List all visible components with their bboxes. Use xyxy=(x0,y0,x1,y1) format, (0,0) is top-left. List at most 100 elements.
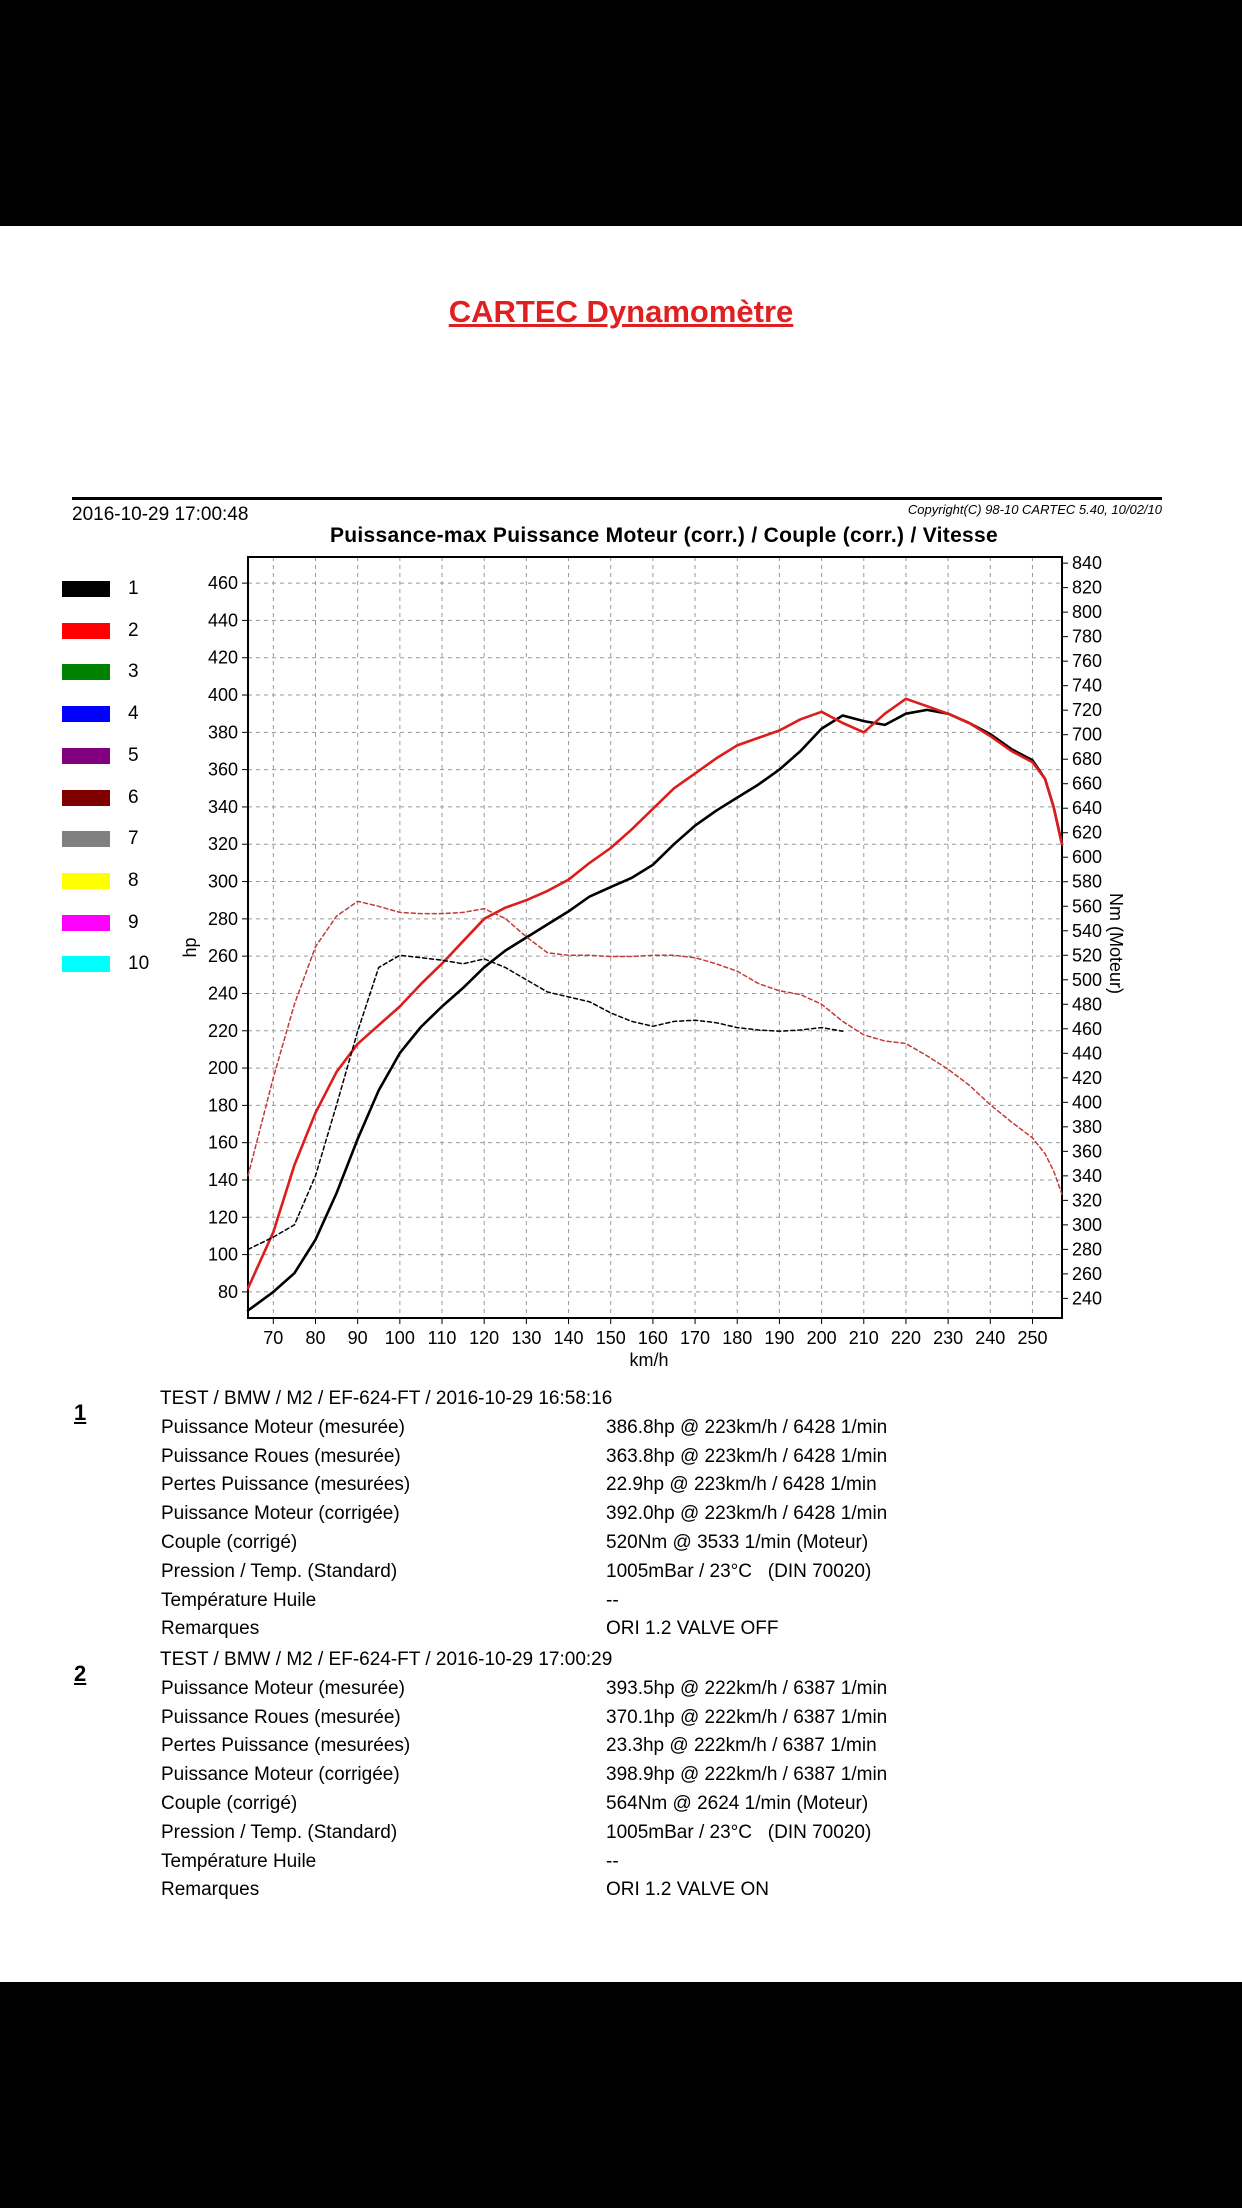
x-tick-label: 160 xyxy=(638,1328,668,1348)
x-tick-label: 150 xyxy=(596,1328,626,1348)
y2-tick-label: 440 xyxy=(1072,1043,1102,1063)
y2-tick-label: 580 xyxy=(1072,872,1102,892)
legend-label: 7 xyxy=(128,828,139,850)
run-number: 1 xyxy=(74,1400,87,1425)
legend-item: 5 xyxy=(62,744,182,766)
run-row-value: 1005mBar / 23°C (DIN 70020) xyxy=(606,1560,872,1582)
run-row-label: Puissance Roues (mesurée) xyxy=(161,1706,401,1728)
run-row-value: 363.8hp @ 223km/h / 6428 1/min xyxy=(606,1445,888,1467)
y2-tick-label: 540 xyxy=(1072,921,1102,941)
legend-item: 7 xyxy=(62,828,182,850)
run-row-value: -- xyxy=(606,1589,619,1611)
x-tick-label: 230 xyxy=(933,1328,963,1348)
run-row-value: ORI 1.2 VALVE OFF xyxy=(606,1618,779,1640)
report-timestamp: 2016-10-29 17:00:48 xyxy=(72,504,249,525)
x-tick-label: 130 xyxy=(511,1328,541,1348)
report-title: CARTEC Dynamomètre xyxy=(448,294,794,329)
y2-tick-label: 480 xyxy=(1072,994,1102,1014)
x-tick-label: 240 xyxy=(975,1328,1005,1348)
x-tick-label: 220 xyxy=(891,1328,921,1348)
run-row-label: Puissance Moteur (mesurée) xyxy=(161,1677,405,1699)
legend-label: 3 xyxy=(128,661,139,683)
legend-swatch xyxy=(62,706,110,723)
x-tick-label: 110 xyxy=(428,1328,457,1348)
legend-swatch xyxy=(62,956,110,973)
y2-tick-label: 700 xyxy=(1072,725,1102,745)
legend-item: 3 xyxy=(62,661,182,683)
run-row-label: Remarques xyxy=(161,1879,260,1901)
y2-tick-label: 400 xyxy=(1072,1092,1102,1112)
y-axis-label: hp xyxy=(180,937,200,957)
legend-label: 10 xyxy=(128,953,150,975)
y2-tick-label: 520 xyxy=(1072,945,1102,965)
legend-swatch xyxy=(62,664,110,681)
y-tick-label: 280 xyxy=(208,909,238,929)
legend-label: 8 xyxy=(128,869,139,891)
legend-swatch xyxy=(62,831,110,848)
legend-item: 8 xyxy=(62,869,182,891)
y-tick-label: 240 xyxy=(208,983,238,1003)
legend-item: 6 xyxy=(62,787,182,808)
y-tick-label: 380 xyxy=(208,722,238,742)
y-tick-label: 460 xyxy=(208,573,238,593)
y2-tick-label: 760 xyxy=(1072,651,1102,671)
y-tick-label: 340 xyxy=(208,797,238,817)
legend-swatch xyxy=(62,747,110,764)
run-row-value: 392.0hp @ 223km/h / 6428 1/min xyxy=(606,1503,888,1525)
y-tick-label: 260 xyxy=(208,946,238,966)
run-row-label: Pression / Temp. (Standard) xyxy=(161,1821,398,1843)
y-tick-label: 160 xyxy=(208,1133,238,1153)
run-row-value: 370.1hp @ 222km/h / 6387 1/min xyxy=(606,1706,888,1728)
chart-title: Puissance-max Puissance Moteur (corr.) /… xyxy=(329,524,998,547)
run-number: 2 xyxy=(74,1661,87,1686)
y2-tick-label: 800 xyxy=(1072,602,1102,622)
y-tick-label: 180 xyxy=(208,1095,238,1115)
y2-axis-label: Nm (Moteur) xyxy=(1106,893,1126,994)
y-tick-label: 300 xyxy=(208,872,238,892)
y-tick-label: 140 xyxy=(208,1170,238,1190)
run-row-value: 398.9hp @ 222km/h / 6387 1/min xyxy=(606,1764,888,1786)
legend-label: 4 xyxy=(128,703,139,725)
x-tick-label: 180 xyxy=(722,1328,752,1348)
legend-swatch xyxy=(62,789,110,806)
run-row-value: 1005mBar / 23°C (DIN 70020) xyxy=(606,1821,872,1843)
run-row-label: Puissance Roues (mesurée) xyxy=(161,1445,401,1467)
legend-label: 5 xyxy=(128,744,139,766)
y-tick-label: 360 xyxy=(208,760,238,780)
y-tick-label: 220 xyxy=(208,1021,238,1041)
y-tick-label: 440 xyxy=(208,610,238,630)
run-row-label: Couple (corrigé) xyxy=(161,1532,298,1553)
y2-tick-label: 380 xyxy=(1072,1117,1102,1137)
run-row-label: Température Huile xyxy=(161,1589,317,1611)
run-row-label: Puissance Moteur (corrigée) xyxy=(161,1503,400,1525)
y-tick-label: 200 xyxy=(208,1058,238,1078)
run-row-value: 386.8hp @ 223km/h / 6428 1/min xyxy=(606,1416,888,1438)
dyno-chart: 70 80 90 100 110 120 130 140 150 160 170 180 190 200 2… xyxy=(180,553,1126,1370)
y2-tick-label: 360 xyxy=(1072,1141,1102,1161)
y2-tick-label: 600 xyxy=(1072,847,1102,867)
run-row-value: 564Nm @ 2624 1/min (Moteur) xyxy=(606,1793,869,1814)
x-tick-label: 140 xyxy=(554,1328,584,1348)
run-row-value: 520Nm @ 3533 1/min (Moteur) xyxy=(606,1532,869,1553)
x-axis-label: km/h xyxy=(629,1350,668,1370)
run-row-label: Pression / Temp. (Standard) xyxy=(161,1560,398,1582)
run-row-label: Température Huile xyxy=(161,1850,317,1872)
series-power-2-line xyxy=(246,697,1064,1290)
run-header: TEST / BMW / M2 / EF-624-FT / 2016-10-29… xyxy=(160,1388,613,1409)
plot-area xyxy=(248,557,1062,1318)
legend-label: 2 xyxy=(128,619,139,641)
y2-tick-label: 740 xyxy=(1072,676,1102,696)
legend-label: 9 xyxy=(128,911,139,933)
legend-item: 2 xyxy=(62,619,182,641)
legend-label: 1 xyxy=(128,578,139,599)
x-tick-label: 170 xyxy=(680,1328,710,1348)
series-torque-1-line xyxy=(247,954,844,1251)
legend-item: 10 xyxy=(62,953,182,975)
run-row-label: Remarques xyxy=(161,1618,260,1640)
y2-tick-label: 460 xyxy=(1072,1019,1102,1039)
series-torque-2-line xyxy=(247,900,1063,1195)
dyno-report-sheet: CARTEC Dynamomètre 2016-10-29 17:00:48 C… xyxy=(0,226,1242,1982)
copyright-note: Copyright(C) 98-10 CARTEC 5.40, 10/02/10 xyxy=(907,502,1162,517)
legend-swatch xyxy=(62,872,110,889)
legend-swatch xyxy=(62,581,110,597)
